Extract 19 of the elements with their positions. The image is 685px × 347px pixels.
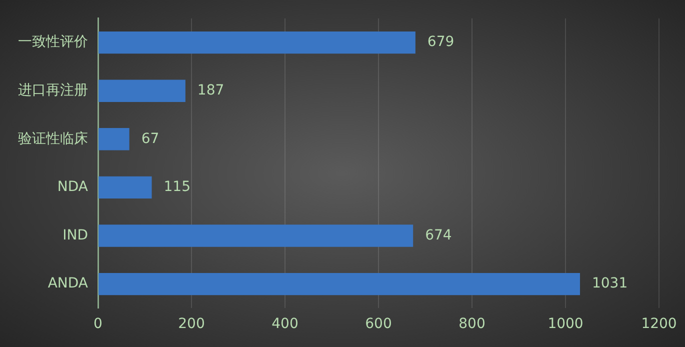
y-tick-label: NDA [57,179,88,196]
x-tick-label: 600 [365,316,392,332]
x-tick-label: 200 [178,316,205,332]
y-tick-label: 验证性临床 [18,130,88,147]
x-tick-label: 0 [94,316,102,332]
data-label: 115 [164,179,190,196]
data-label: 679 [427,34,454,50]
x-tick-label: 1200 [641,316,677,332]
y-tick-label: IND [62,227,88,244]
data-label: 187 [197,82,224,98]
y-tick-label: ANDA [48,276,88,292]
y-tick-label: 一致性评价 [18,34,88,50]
data-label: 1031 [592,276,628,292]
x-tick-label: 800 [458,316,486,332]
data-label: 674 [425,227,452,244]
x-tick-label: 400 [272,316,298,332]
y-tick-label: 进口再注册 [18,82,88,98]
data-label: 67 [141,130,160,147]
x-tick-label: 1000 [548,316,584,332]
